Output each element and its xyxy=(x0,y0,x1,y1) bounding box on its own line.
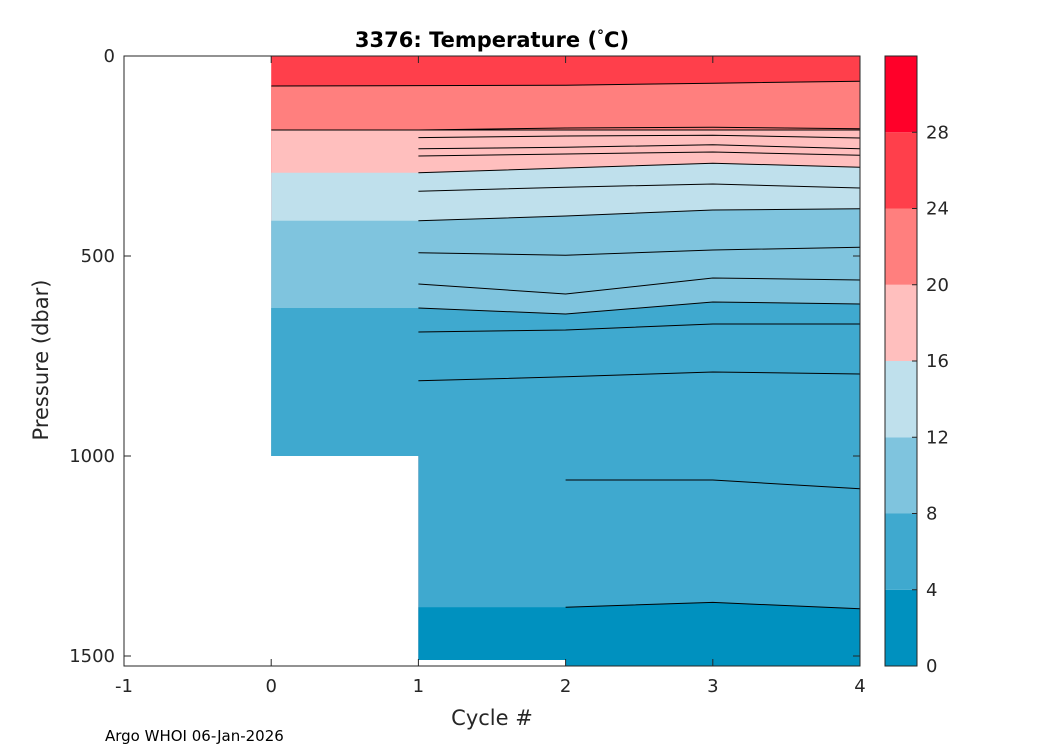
x-tick-label: 4 xyxy=(854,676,865,697)
contour-lines xyxy=(271,80,860,610)
contour-line xyxy=(418,134,860,139)
contour-line xyxy=(418,301,860,315)
x-tick-label: 2 xyxy=(560,676,571,697)
contour-line xyxy=(418,323,860,333)
contour-line xyxy=(565,479,860,490)
plot-frame xyxy=(123,55,861,667)
colorbar-tick-label: 24 xyxy=(926,199,949,220)
colorbar-segment xyxy=(885,589,917,666)
y-tick-label: 0 xyxy=(104,46,115,67)
colorbar-segment xyxy=(885,513,917,590)
contour-line xyxy=(418,277,860,295)
colorbar: 0 4 8 12 16 20 24 28 xyxy=(884,55,949,677)
colorbar-segment xyxy=(885,208,917,285)
contour-line xyxy=(418,162,860,174)
contour-line xyxy=(418,144,860,150)
colorbar-tick-label: 0 xyxy=(926,656,937,677)
x-tick-label: 0 xyxy=(265,676,276,697)
contour-line xyxy=(271,80,860,87)
footer-credit: Argo WHOI 06-Jan-2026 xyxy=(105,727,284,745)
x-tick-label: 3 xyxy=(707,676,718,697)
contour-line xyxy=(418,126,860,131)
contour-line xyxy=(418,151,860,157)
x-axis-label: Cycle # xyxy=(451,706,533,730)
colorbar-tick-label: 20 xyxy=(926,275,949,296)
colorbar-segment xyxy=(885,56,917,133)
axes: -1 0 1 2 3 4 0 500 1000 1500 xyxy=(69,46,866,697)
contour-line xyxy=(418,371,860,382)
colorbar-tick-label: 12 xyxy=(926,427,949,448)
colorbar-segment xyxy=(885,437,917,514)
plot-area xyxy=(271,56,860,666)
y-axis-label: Pressure (dbar) xyxy=(29,280,53,441)
colorbar-tick-label: 8 xyxy=(926,504,937,525)
colorbar-segment xyxy=(885,361,917,438)
chart-title: 3376: Temperature (°C) xyxy=(355,28,629,52)
y-tick-label: 1000 xyxy=(69,446,115,467)
contour-line xyxy=(418,183,860,192)
colorbar-segment xyxy=(885,284,917,361)
contour-line xyxy=(418,246,860,256)
contour-line xyxy=(565,601,860,610)
colorbar-segment xyxy=(885,132,917,209)
y-tick-label: 500 xyxy=(81,246,115,267)
colorbar-tick-label: 28 xyxy=(926,122,949,143)
contour-line xyxy=(418,208,860,222)
x-tick-label: -1 xyxy=(115,676,133,697)
colorbar-tick-label: 16 xyxy=(926,351,949,372)
x-tick-label: 1 xyxy=(413,676,424,697)
colorbar-tick-label: 4 xyxy=(926,580,937,601)
y-tick-label: 1500 xyxy=(69,646,115,667)
